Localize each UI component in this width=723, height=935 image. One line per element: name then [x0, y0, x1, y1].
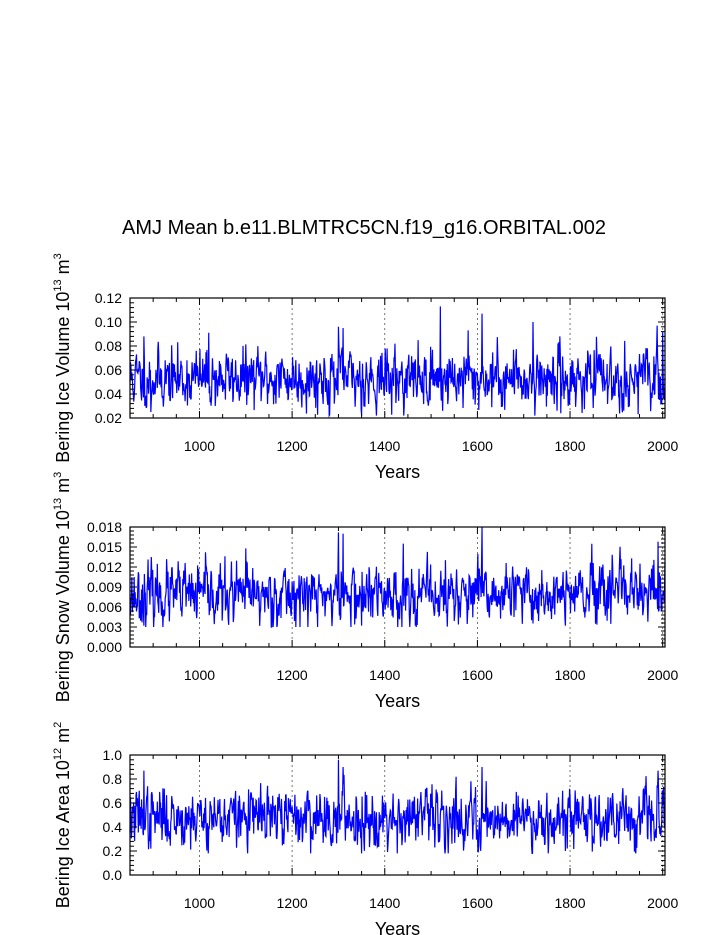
- x-tick-label: 1600: [462, 438, 493, 454]
- snow-volume-series-line: [129, 526, 666, 628]
- y-tick-label: 0.04: [95, 386, 122, 402]
- y-tick-label: 0.10: [95, 314, 122, 330]
- x-tick-label: 1000: [184, 667, 215, 683]
- figure-title: AMJ Mean b.e11.BLMTRC5CN.f19_g16.ORBITAL…: [122, 217, 606, 239]
- x-tick-label: 1800: [554, 667, 585, 683]
- y-tick-label: 0.003: [87, 619, 122, 635]
- x-tick-label: 1400: [369, 438, 400, 454]
- ice-volume-series-line: [129, 306, 666, 418]
- y-tick-label: 0.009: [87, 579, 122, 595]
- x-axis-label: Years: [375, 691, 420, 711]
- y-tick-label: 0.000: [87, 639, 122, 655]
- x-tick-label: 1400: [369, 667, 400, 683]
- plot-frame: [129, 754, 666, 876]
- y-tick-label: 0.02: [95, 410, 122, 426]
- x-tick-label: 2000: [647, 438, 678, 454]
- y-tick-label: 0.4: [103, 819, 123, 835]
- x-tick-label: 1400: [369, 895, 400, 911]
- y-tick-label: 0.8: [103, 771, 123, 787]
- snow-volume-panel: 1000 1200 1400 1600 1800 2000 0.000 0.003 0.006 0…: [52, 472, 678, 711]
- y-tick-label: 0.2: [103, 843, 123, 859]
- y-tick-label: 0.6: [103, 795, 123, 811]
- x-tick-label: 1600: [462, 895, 493, 911]
- y-tick-label: 0.0: [103, 867, 123, 883]
- x-tick-label: 1800: [554, 438, 585, 454]
- y-tick-label: 0.006: [87, 599, 122, 615]
- x-tick-label: 2000: [647, 667, 678, 683]
- x-tick-label: 1200: [277, 438, 308, 454]
- y-tick-label: 0.06: [95, 362, 122, 378]
- y-tick-label: 0.08: [95, 338, 122, 354]
- y-axis-label: Bering Snow Volume 1013 m3: [52, 472, 73, 703]
- ice-volume-panel: 1000 1200 1400 1600 1800 2000 0.02 0.04 0.06 0.08…: [52, 253, 678, 482]
- x-tick-label: 1200: [277, 667, 308, 683]
- ice-area-panel: 1000 1200 1400 1600 1800 2000 0.0 0.2 0.4 0.6 0.8 1…: [52, 722, 678, 935]
- x-tick-label: 2000: [647, 895, 678, 911]
- x-axis-label: Years: [375, 462, 420, 482]
- y-axis-label: Bering Ice Area 1012 m2: [52, 722, 73, 908]
- x-axis-label: Years: [375, 919, 420, 935]
- x-tick-label: 1000: [184, 895, 215, 911]
- y-axis-label: Bering Ice Volume 1013 m3: [52, 253, 73, 462]
- y-tick-label: 0.12: [95, 290, 122, 306]
- x-tick-label: 1200: [277, 895, 308, 911]
- y-tick-label: 0.018: [87, 519, 122, 535]
- x-tick-label: 1600: [462, 667, 493, 683]
- ice-area-series-line: [129, 759, 666, 855]
- y-tick-label: 1.0: [103, 747, 123, 763]
- x-tick-label: 1000: [184, 438, 215, 454]
- plot-frame: [129, 297, 666, 419]
- y-tick-label: 0.012: [87, 559, 122, 575]
- y-tick-label: 0.015: [87, 539, 122, 555]
- x-tick-label: 1800: [554, 895, 585, 911]
